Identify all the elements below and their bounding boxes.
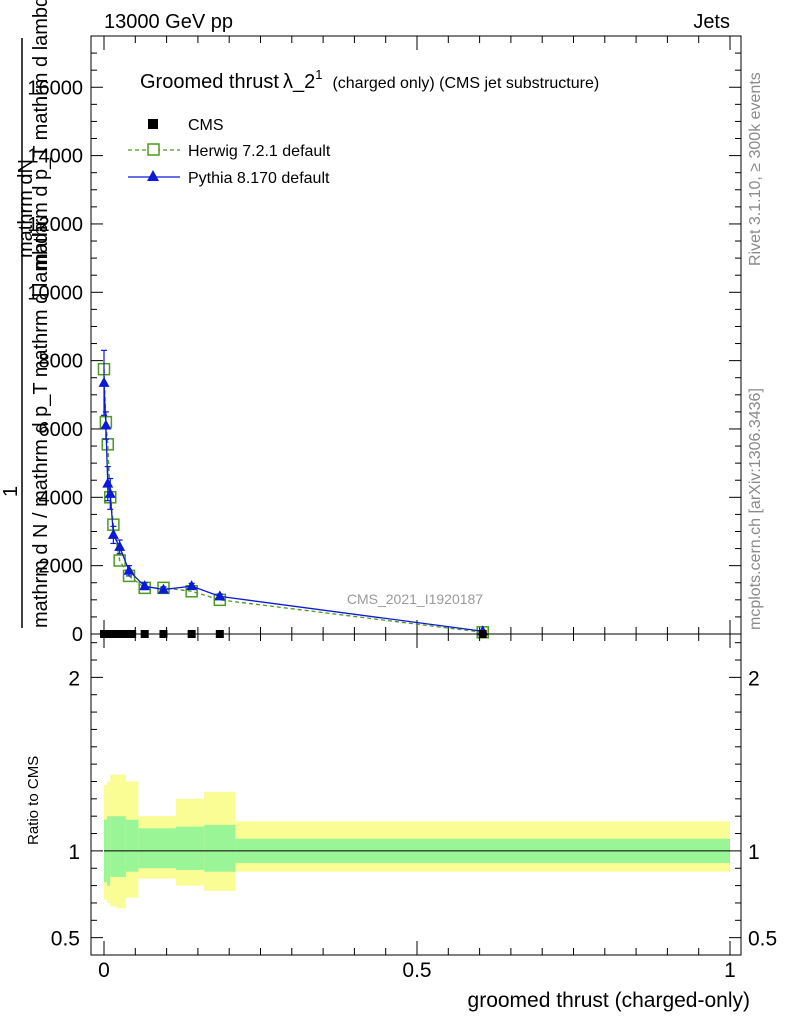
pythia-point	[114, 540, 126, 551]
ratio-ytick-label-left: 0.5	[51, 928, 80, 951]
main-ytick-label: 4000	[39, 487, 84, 509]
plot-title-main: Groomed thrust	[140, 71, 279, 93]
legend-label-herwig: Herwig 7.2.1 default	[188, 143, 331, 160]
x-tick-labels: 0 0.5 1	[98, 959, 736, 982]
main-axis-ticks	[91, 35, 741, 635]
xtick-label: 0	[98, 959, 110, 982]
legend-label-pythia: Pythia 8.170 default	[188, 170, 330, 187]
pythia-point	[102, 477, 114, 488]
plot-title-suffix: (charged only) (CMS jet substructure)	[332, 75, 599, 92]
main-ytick-label: 16000	[27, 77, 83, 99]
main-y-axis-label: 1 mathrm dN mathrm d N / mathrm d p_T ma…	[0, 0, 52, 628]
header-collision-label: 13000 GeV pp	[104, 11, 233, 33]
pythia-point	[186, 580, 198, 591]
ratio-y-tick-labels-right: 0.5 1 2	[748, 667, 777, 950]
ratio-plot-panel: 0.512 0.512 0 0.5 1 Ratio to CMS groomed t…	[25, 633, 777, 1012]
pythia-point	[214, 590, 226, 601]
pythia-point	[123, 564, 135, 575]
main-ytick-label: 2000	[39, 556, 84, 578]
main-y-tick-labels: 0 2000 4000 6000 8000 10000 12000 14000 16000	[27, 77, 83, 646]
ratio-axis-ticks	[91, 634, 741, 955]
ratio-ytick-label-right: 2	[748, 667, 760, 690]
ratio-plot-frame	[90, 633, 742, 956]
watermark-analysis-id: CMS_2021_I1920187	[347, 591, 483, 607]
ratio-ytick-label-left: 2	[68, 667, 80, 690]
ratio-ytick-label-left: 1	[68, 841, 80, 864]
pythia-point	[100, 419, 112, 430]
main-ytick-label: 10000	[27, 282, 83, 304]
main-ytick-label: 0	[72, 624, 83, 646]
legend: CMS Herwig 7.2.1 default Pythia 8.170 de…	[128, 117, 331, 187]
ratio-band-green	[204, 824, 236, 872]
pythia-point	[104, 487, 116, 498]
pythia-point	[157, 583, 169, 594]
y-label-top: 1	[0, 486, 22, 497]
rivet-version-label: Rivet 3.1.10, ≥ 300k events	[747, 72, 764, 266]
xtick-label: 0.5	[402, 959, 431, 982]
plot-title: Groomed thrust λ_21 (charged only) (CMS je…	[140, 67, 599, 93]
legend-label-cms: CMS	[188, 117, 224, 134]
plot-title-lambda: λ_2	[283, 71, 315, 93]
pythia-point	[98, 376, 110, 387]
legend-marker-cms	[148, 119, 158, 129]
series-pythia	[98, 349, 489, 636]
main-ytick-label: 12000	[27, 214, 83, 236]
legend-marker-herwig	[147, 143, 160, 156]
plot-title-superscript: 1	[315, 67, 322, 82]
ratio-ytick-label-right: 1	[748, 841, 760, 864]
y-label-numerator: mathrm dN	[15, 159, 37, 258]
ratio-ytick-label-right: 0.5	[748, 928, 777, 951]
main-ytick-label: 14000	[27, 146, 83, 168]
ratio-band-green	[116, 816, 126, 877]
header-process-label: Jets	[693, 11, 730, 33]
herwig-line	[103, 369, 483, 633]
ratio-y-tick-labels-left: 0.5 1 2	[51, 667, 80, 950]
main-plot-panel: 0 2000 4000 6000 8000 10000 12000 14000 16000 CM…	[0, 0, 742, 646]
ratio-band-green	[125, 819, 139, 872]
x-axis-label: groomed thrust (charged-only)	[468, 989, 750, 1012]
legend-marker-pythia	[147, 170, 159, 181]
pythia-point	[139, 580, 151, 591]
pythia-point	[107, 528, 119, 539]
mcplots-reference-label: mcplots.cern.ch [arXiv:1306.3436]	[747, 388, 764, 630]
ratio-band-green	[110, 816, 117, 877]
y-label-denominator: mathrm d N / mathrm d p_T mathrm d lambd…	[30, 221, 52, 628]
ratio-y-axis-label: Ratio to CMS	[25, 756, 42, 845]
xtick-label: 1	[724, 959, 736, 982]
y-label-denominator-2: mathrm d p_T mathrm d lambda	[30, 0, 52, 270]
herwig-point	[101, 438, 115, 451]
main-ytick-label: 8000	[39, 351, 84, 373]
main-ytick-label: 6000	[39, 419, 84, 441]
ratio-band-green	[175, 826, 205, 870]
ratio-band-green	[138, 828, 176, 869]
ratio-uncertainty-bands	[104, 774, 730, 909]
